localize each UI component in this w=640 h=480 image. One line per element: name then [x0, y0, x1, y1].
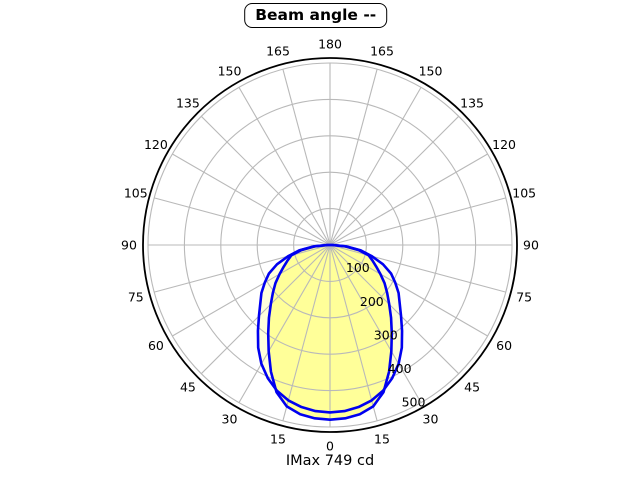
grid-spoke-285: [154, 244, 331, 293]
grid-spoke-315: [200, 244, 331, 375]
radial-tick-label-400: 400: [388, 361, 412, 376]
grid-spoke-150: [329, 87, 422, 246]
angle-tick-label-135-right: 135: [460, 95, 484, 110]
angle-tick-label-165-left: 165: [266, 43, 290, 58]
angle-tick-label-150-left: 150: [218, 63, 242, 78]
imax-label: IMax 749 cd: [285, 453, 375, 469]
grid-spoke-210: [238, 87, 331, 246]
grid-spoke-60: [329, 244, 488, 337]
angle-tick-label-120-right: 120: [492, 137, 516, 152]
angle-tick-label-15-left: 15: [270, 432, 286, 447]
angle-tick-label-180-right: 180: [318, 37, 342, 52]
radial-tick-label-300: 300: [374, 327, 398, 342]
grid-spoke-345: [282, 244, 331, 421]
series-curve-plane-b-narrow: [266, 243, 394, 422]
angle-tick-label-75-left: 75: [128, 290, 144, 305]
grid-spoke-300: [172, 244, 331, 337]
grid-spoke-225: [200, 115, 331, 246]
angle-tick-label-60-left: 60: [148, 338, 164, 353]
series-curve-plane-a-wide: [256, 243, 404, 414]
radial-tick-label-500: 500: [402, 395, 426, 410]
angle-tick-label-105-left: 105: [124, 186, 148, 201]
grid-spoke-15: [329, 244, 378, 421]
grid-spoke-330: [238, 244, 331, 403]
grid-spoke-240: [172, 153, 331, 246]
angle-tick-label-75-right: 75: [516, 290, 532, 305]
grid-spoke-30: [329, 244, 422, 403]
angle-tick-label-90-right: 90: [523, 238, 539, 253]
chart-title-box: Beam angle --: [244, 3, 388, 28]
radial-tick-label-100: 100: [346, 260, 370, 275]
angle-tick-label-0-right: 0: [326, 439, 334, 454]
chart-title: Beam angle --: [255, 6, 377, 24]
grid-spoke-105: [329, 197, 506, 246]
angle-tick-label-60-right: 60: [496, 338, 512, 353]
angle-tick-label-45-right: 45: [464, 380, 480, 395]
grid-spoke-165: [329, 69, 378, 246]
grid-spoke-75: [329, 244, 506, 293]
grid-spoke-120: [329, 153, 488, 246]
angle-tick-label-15-right: 15: [374, 432, 390, 447]
angle-tick-label-45-left: 45: [180, 380, 196, 395]
axis-outer-circle: [142, 57, 518, 433]
grid-spoke-195: [282, 69, 331, 246]
grid-spoke-135: [329, 115, 460, 246]
angle-tick-label-165-right: 165: [370, 43, 394, 58]
angle-tick-label-90-left: 90: [121, 238, 137, 253]
angle-tick-label-30-right: 30: [423, 412, 439, 427]
grid-spoke-45: [329, 244, 460, 375]
angle-tick-label-30-left: 30: [222, 412, 238, 427]
angle-tick-label-120-left: 120: [144, 137, 168, 152]
angle-tick-label-105-right: 105: [512, 186, 536, 201]
grid-spoke-255: [154, 197, 331, 246]
angle-tick-label-150-right: 150: [419, 63, 443, 78]
angle-tick-label-135-left: 135: [176, 95, 200, 110]
radial-tick-label-200: 200: [360, 294, 384, 309]
